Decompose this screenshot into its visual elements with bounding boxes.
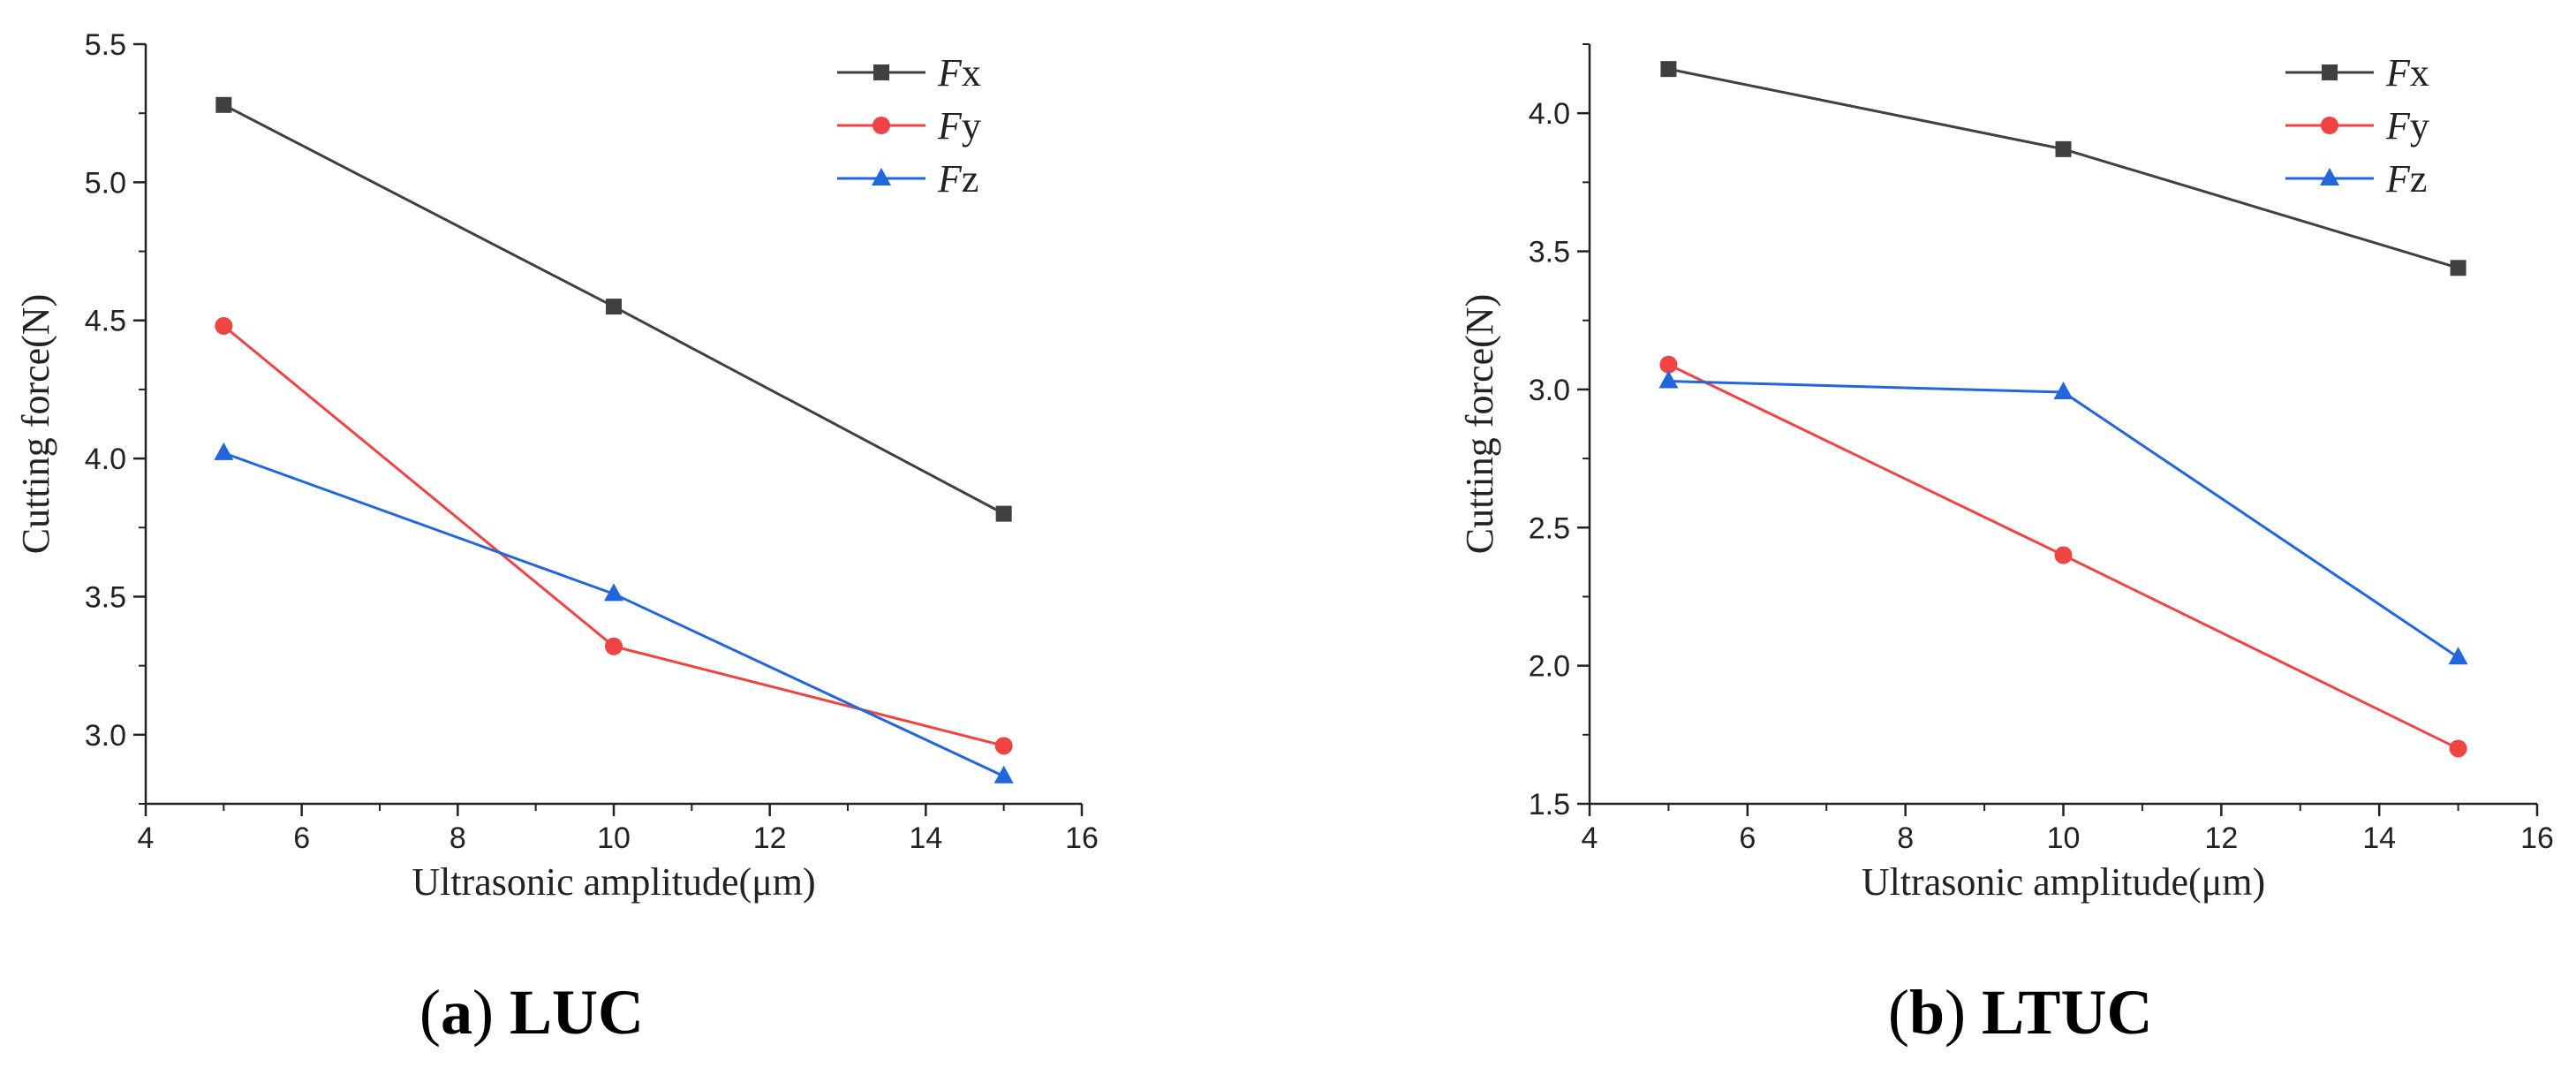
- data-point-Fz: [1658, 370, 1679, 389]
- data-point-Fy: [2054, 546, 2073, 564]
- chart-panel-luc: 4 6 8 10 12 14 16 3.0 3.5 4.0 4.5 5.0 5.5 Ultrasonic …: [14, 28, 1099, 904]
- data-point-Fx: [1660, 61, 1677, 78]
- legend-label: Fy: [937, 104, 981, 148]
- legend-label: Fz: [2385, 157, 2427, 201]
- data-point-Fx: [606, 299, 622, 315]
- y-tick-label: 4.5: [85, 305, 126, 338]
- legend-label-sub: y: [962, 104, 981, 148]
- data-point-Fz: [214, 442, 234, 460]
- x-axis-title: Ultrasonic amplitude(μm): [412, 860, 815, 904]
- legend-marker: [873, 117, 890, 134]
- legend-label-italic: F: [937, 157, 963, 201]
- y-axis-title: Cutting force(N): [14, 294, 57, 554]
- data-point-Fz: [2053, 382, 2074, 400]
- data-point-Fx: [2055, 140, 2072, 157]
- data-point-Fy: [2449, 739, 2467, 758]
- x-tick-label: 16: [1065, 821, 1099, 855]
- y-tick-label: 3.5: [85, 580, 126, 614]
- data-point-Fy: [605, 637, 623, 655]
- legend-label: Fy: [2385, 104, 2429, 148]
- series-line-Fx: [1668, 67, 2459, 269]
- x-tick-label: 8: [1897, 821, 1914, 855]
- x-tick-label: 10: [2047, 821, 2081, 855]
- legend-label: Fx: [937, 51, 981, 95]
- caption-name: LTUC: [1982, 977, 2153, 1048]
- x-axis-title: Ultrasonic amplitude(μm): [1862, 860, 2265, 904]
- x-tick-label: 8: [449, 821, 466, 855]
- x-tick-label: 6: [1739, 821, 1756, 855]
- y-tick-label: 4.0: [1529, 97, 1570, 131]
- chart-panel-ltuc: 4 6 8 10 12 14 16 1.5 2.0 2.5 3.0 3.5 4.0 Ultrasonic …: [1458, 43, 2554, 904]
- y-tick-label: 4.0: [85, 443, 126, 476]
- legend-label-sub: z: [962, 157, 979, 201]
- x-tick-label: 10: [597, 821, 631, 855]
- caption-luc: (a) LUC: [419, 977, 644, 1048]
- x-tick-label: 16: [2520, 821, 2554, 855]
- caption-letter: a: [440, 977, 472, 1048]
- data-point-Fx: [995, 505, 1012, 522]
- x-tick-label: 14: [909, 821, 942, 855]
- y-tick-label: 5.5: [85, 28, 126, 62]
- series-line-Fy: [223, 324, 1005, 747]
- y-axis-title: Cutting force(N): [1458, 294, 1501, 554]
- y-tick-label: 3.0: [85, 719, 126, 753]
- legend-marker: [2321, 117, 2338, 134]
- data-point-Fz: [993, 765, 1014, 783]
- data-point-Fz: [604, 583, 623, 602]
- legend-label-italic: F: [2385, 157, 2411, 201]
- legend-marker: [2322, 64, 2338, 80]
- y-tick-label: 2.0: [1529, 650, 1570, 684]
- caption-letter: b: [1908, 977, 1945, 1048]
- y-tick-label: 5.0: [85, 166, 126, 200]
- x-tick-label: 6: [293, 821, 310, 855]
- x-tick-label: 14: [2362, 821, 2396, 855]
- x-tick-label: 12: [2204, 821, 2238, 855]
- legend-label: Fz: [937, 157, 978, 201]
- legend-marker: [872, 168, 891, 185]
- x-tick-label: 4: [1582, 821, 1598, 855]
- caption-ltuc: (b) LTUC: [1888, 977, 2153, 1048]
- legend-label: Fx: [2385, 51, 2429, 95]
- caption-name: LUC: [509, 977, 644, 1048]
- legend-marker: [2320, 168, 2339, 185]
- y-tick-label: 3.5: [1529, 236, 1570, 269]
- legend-label-italic: F: [937, 51, 963, 95]
- legend-label-sub: x: [962, 51, 981, 95]
- y-tick-label: 3.0: [1529, 374, 1570, 407]
- data-point-Fy: [1659, 355, 1678, 374]
- legend-label-sub: y: [2410, 104, 2429, 148]
- data-point-Fy: [215, 316, 233, 335]
- series-line-Fz: [223, 451, 1005, 778]
- x-tick-label: 12: [753, 821, 787, 855]
- y-tick-label: 1.5: [1529, 788, 1570, 821]
- legend-label-italic: F: [2385, 51, 2411, 95]
- data-point-Fx: [2450, 260, 2466, 276]
- legend-label-sub: z: [2410, 157, 2428, 201]
- legend-marker: [873, 64, 889, 80]
- legend-label-italic: F: [937, 104, 963, 148]
- data-point-Fx: [215, 96, 232, 113]
- data-point-Fz: [2448, 647, 2468, 665]
- legend-label-sub: x: [2410, 51, 2429, 95]
- y-tick-label: 2.5: [1529, 511, 1570, 545]
- data-point-Fy: [994, 737, 1013, 755]
- x-tick-label: 4: [138, 821, 155, 855]
- legend-label-italic: F: [2385, 104, 2411, 148]
